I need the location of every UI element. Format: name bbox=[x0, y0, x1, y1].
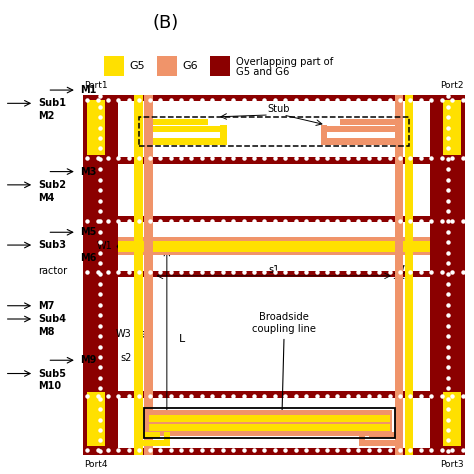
Text: M7: M7 bbox=[38, 301, 55, 311]
Bar bbox=[395, 95, 403, 164]
Bar bbox=[157, 56, 177, 76]
Bar bbox=[134, 391, 143, 455]
Text: M3: M3 bbox=[81, 166, 97, 177]
Text: M10: M10 bbox=[38, 381, 61, 392]
Bar bbox=[405, 216, 413, 277]
Bar bbox=[148, 118, 208, 125]
Text: M5: M5 bbox=[81, 227, 97, 237]
Bar bbox=[148, 126, 227, 132]
Text: Sub1: Sub1 bbox=[38, 98, 66, 109]
Text: Sub5: Sub5 bbox=[38, 368, 66, 379]
Text: s1: s1 bbox=[268, 265, 279, 275]
Text: Stub: Stub bbox=[267, 104, 290, 114]
Bar bbox=[144, 277, 153, 391]
Bar bbox=[359, 432, 365, 446]
Bar bbox=[134, 164, 143, 216]
Bar bbox=[118, 164, 430, 216]
Bar bbox=[405, 164, 413, 216]
Bar bbox=[134, 95, 143, 164]
Text: Port1: Port1 bbox=[84, 81, 108, 90]
Bar bbox=[144, 408, 395, 438]
Text: W3: W3 bbox=[116, 329, 132, 339]
Bar bbox=[395, 164, 403, 216]
Bar bbox=[144, 391, 153, 455]
Bar bbox=[87, 100, 105, 155]
Text: Port4: Port4 bbox=[84, 460, 108, 469]
Text: G5: G5 bbox=[129, 61, 145, 71]
Bar bbox=[443, 100, 461, 155]
Bar bbox=[164, 432, 170, 446]
Bar bbox=[443, 392, 461, 446]
Bar bbox=[321, 126, 399, 132]
Bar bbox=[118, 398, 430, 448]
Text: D: D bbox=[145, 265, 153, 275]
Bar bbox=[104, 56, 124, 76]
Bar bbox=[144, 95, 153, 164]
Bar bbox=[144, 164, 153, 216]
Bar bbox=[149, 415, 390, 422]
Bar bbox=[118, 101, 430, 157]
Bar bbox=[395, 277, 403, 391]
Text: Port2: Port2 bbox=[440, 81, 464, 90]
Bar bbox=[134, 216, 143, 277]
Bar bbox=[321, 138, 399, 145]
Bar bbox=[220, 125, 227, 145]
Text: Sub4: Sub4 bbox=[38, 314, 66, 324]
Bar bbox=[134, 277, 143, 391]
Text: M4: M4 bbox=[38, 192, 55, 203]
Bar bbox=[340, 118, 399, 125]
Bar bbox=[118, 237, 430, 255]
Bar bbox=[395, 391, 403, 455]
Text: Overlapping part of: Overlapping part of bbox=[236, 56, 333, 66]
Bar bbox=[134, 432, 160, 438]
Text: M8: M8 bbox=[38, 327, 55, 337]
Bar bbox=[144, 216, 153, 277]
Text: ractor: ractor bbox=[38, 266, 67, 276]
Text: (B): (B) bbox=[153, 14, 179, 32]
Text: M9: M9 bbox=[81, 355, 97, 365]
Bar bbox=[83, 95, 465, 455]
Text: M2: M2 bbox=[38, 110, 55, 121]
Text: W2: W2 bbox=[395, 265, 410, 275]
Bar bbox=[87, 392, 105, 446]
Bar bbox=[405, 391, 413, 455]
Text: M6: M6 bbox=[81, 253, 97, 263]
Bar bbox=[369, 432, 395, 438]
Text: Sub2: Sub2 bbox=[38, 180, 66, 190]
Text: s2: s2 bbox=[120, 353, 132, 363]
Text: G6: G6 bbox=[182, 61, 198, 71]
Bar bbox=[321, 125, 327, 145]
Text: M1: M1 bbox=[81, 85, 97, 95]
Bar bbox=[149, 424, 390, 431]
Text: G5 and G6: G5 and G6 bbox=[236, 67, 290, 77]
Bar bbox=[405, 277, 413, 391]
Bar bbox=[139, 117, 409, 146]
Bar bbox=[118, 277, 430, 391]
Bar bbox=[359, 440, 395, 446]
Bar bbox=[210, 56, 230, 76]
Bar bbox=[405, 95, 413, 164]
Bar bbox=[134, 440, 170, 446]
Text: Sub3: Sub3 bbox=[38, 240, 66, 250]
Text: W1: W1 bbox=[97, 241, 113, 252]
Bar bbox=[395, 216, 403, 277]
Text: Broadside
coupling line: Broadside coupling line bbox=[252, 312, 317, 419]
Text: L: L bbox=[179, 334, 185, 344]
Text: Port3: Port3 bbox=[440, 460, 464, 469]
Bar bbox=[118, 241, 430, 252]
Bar bbox=[118, 222, 430, 271]
Bar bbox=[146, 410, 392, 436]
Bar bbox=[148, 138, 227, 145]
